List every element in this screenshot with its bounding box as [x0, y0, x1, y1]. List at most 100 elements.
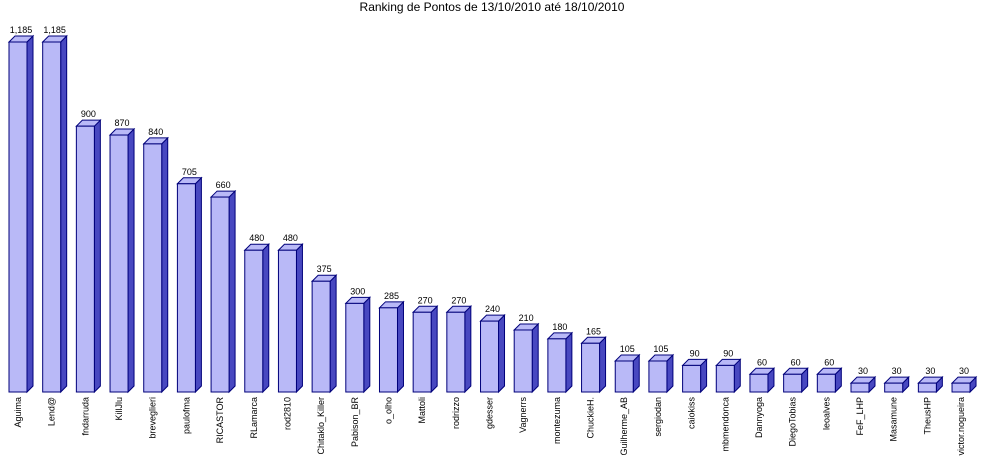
bar-side [599, 336, 607, 394]
bar [75, 125, 95, 393]
bar [816, 373, 836, 393]
bar-side [363, 296, 371, 394]
bar [682, 364, 702, 393]
x-tick-label: sergiodan [653, 397, 663, 437]
x-tick-label: leoalves [821, 397, 831, 431]
value-label: 30 [959, 366, 969, 376]
bar [648, 360, 668, 393]
value-label: 105 [653, 344, 668, 354]
bar-side [262, 243, 270, 394]
x-tick-label: paulofma [181, 397, 191, 434]
bar-side [60, 34, 68, 394]
x-tick-label: Dannyoga [754, 397, 764, 438]
value-label: 375 [317, 264, 332, 274]
value-label: 30 [858, 366, 868, 376]
bar [143, 143, 163, 393]
value-label: 300 [350, 286, 365, 296]
x-tick-label: rodrizzo [451, 397, 461, 429]
x-tick-label: Masamune [889, 397, 899, 442]
x-tick-label: Mattoli [417, 397, 427, 424]
x-tick-label: DiegoTobias [788, 397, 798, 447]
value-label: 60 [791, 357, 801, 367]
bar [581, 342, 601, 393]
bar-side [498, 313, 506, 394]
x-tick-label: FeF_LHP [855, 397, 865, 436]
bar [378, 307, 398, 393]
bar-side [228, 189, 236, 394]
bar-side [396, 300, 404, 394]
x-tick-label: breveglieri [148, 397, 158, 439]
value-label: 1,185 [10, 25, 33, 35]
x-tick-label: Pabison_BR [350, 397, 360, 448]
x-tick-label: KillJlu [114, 397, 124, 421]
bar [749, 373, 769, 393]
value-label: 270 [418, 295, 433, 305]
bar [715, 364, 735, 393]
value-label: 480 [283, 233, 298, 243]
bar-side [531, 322, 539, 394]
bar [311, 280, 331, 393]
x-tick-label: Vagnerrs [518, 397, 528, 433]
bar [8, 41, 28, 393]
bar-side [26, 34, 34, 394]
x-tick-label: Chitaklo_Killer [316, 397, 326, 455]
value-label: 660 [216, 180, 231, 190]
value-label: 105 [620, 344, 635, 354]
value-label: 870 [115, 118, 130, 128]
bar [951, 382, 971, 393]
bar [850, 382, 870, 393]
bar [244, 249, 264, 393]
x-tick-label: Guilherme_AB [619, 397, 629, 456]
value-label: 210 [519, 313, 534, 323]
x-tick-label: rod2810 [282, 397, 292, 430]
x-tick-label: mbmendonca [720, 397, 730, 452]
x-tick-label: montezuma [552, 397, 562, 444]
x-tick-label: o_olho [383, 397, 393, 424]
chart-title: Ranking de Pontos de 13/10/2010 até 18/1… [360, 0, 625, 14]
bar [884, 382, 904, 393]
bar [277, 249, 297, 393]
bar [547, 338, 567, 393]
bar-side [93, 118, 101, 394]
bar [210, 196, 230, 393]
value-label: 480 [249, 233, 264, 243]
value-label: 30 [892, 366, 902, 376]
bar [42, 41, 62, 393]
x-tick-label: ChuckieH. [586, 397, 596, 439]
bar [109, 134, 129, 393]
x-tick-label: caiokiss [687, 397, 697, 430]
bar [176, 183, 196, 393]
value-label: 1,185 [43, 25, 66, 35]
value-label: 270 [451, 295, 466, 305]
x-tick-label: gdesser [485, 397, 495, 429]
bar-side [565, 331, 573, 394]
bar [412, 311, 432, 393]
bar-side [161, 136, 169, 394]
bar-side [295, 243, 303, 394]
value-label: 180 [552, 322, 567, 332]
bar [480, 320, 500, 393]
x-tick-label: RLamarca [249, 397, 259, 439]
value-label: 900 [81, 109, 96, 119]
value-label: 705 [182, 167, 197, 177]
bar [917, 382, 937, 393]
x-tick-label: fndarruda [80, 397, 90, 436]
x-tick-label: TheusHP [922, 397, 932, 435]
value-label: 285 [384, 291, 399, 301]
bar-side [127, 127, 135, 394]
bar [614, 360, 634, 393]
value-label: 240 [485, 304, 500, 314]
bar-side [194, 176, 202, 394]
value-label: 60 [757, 357, 767, 367]
value-label: 165 [586, 326, 601, 336]
value-label: 90 [723, 348, 733, 358]
bar-side [329, 274, 337, 394]
x-tick-label: Lend@ [47, 397, 57, 426]
bar-side [430, 305, 438, 394]
bar [345, 302, 365, 393]
value-label: 90 [690, 348, 700, 358]
x-tick-label: Aguima [13, 397, 23, 428]
bar [446, 311, 466, 393]
